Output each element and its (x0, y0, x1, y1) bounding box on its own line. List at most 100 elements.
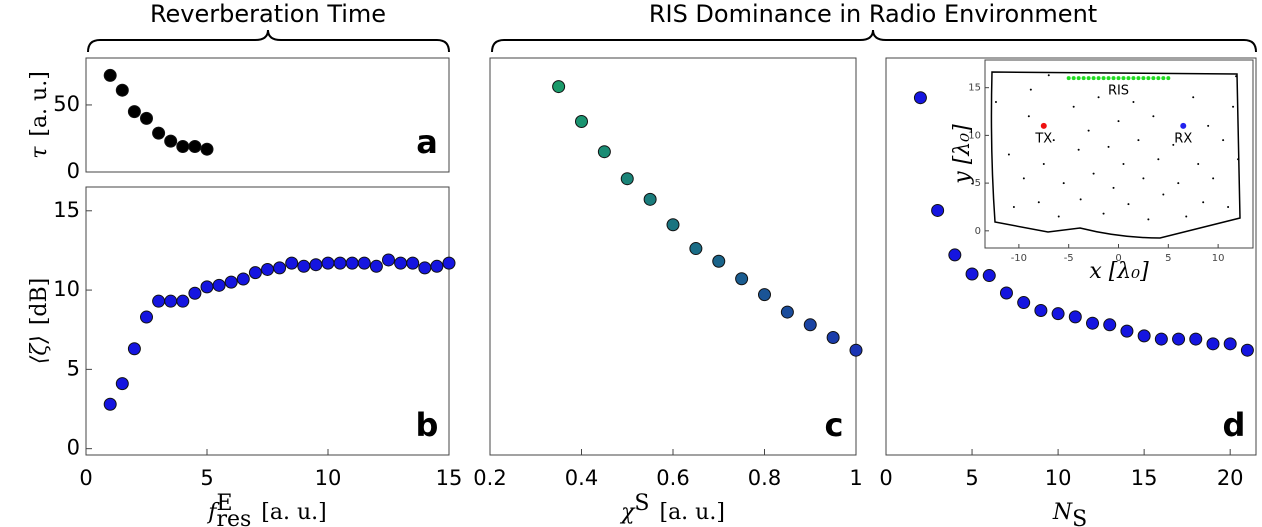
antenna (1111, 76, 1116, 81)
label-unit: [a. u.] (27, 71, 52, 136)
scatterer (1227, 205, 1230, 208)
axis-label: χ S [a. u.] (619, 491, 725, 525)
scatterer (1177, 182, 1180, 185)
y-axis-label: y [λ₀] (950, 124, 975, 185)
point (357, 256, 371, 270)
scatterer (1207, 124, 1210, 127)
scatterer (1062, 182, 1065, 185)
scatterer (1117, 120, 1120, 123)
scatterer (1112, 186, 1115, 189)
scatterer (1012, 205, 1015, 208)
point (248, 266, 262, 280)
point (127, 342, 141, 356)
point (1086, 316, 1100, 330)
room-boundary (990, 71, 1241, 239)
point (442, 256, 456, 270)
scatterer (1097, 96, 1100, 99)
antenna (1126, 76, 1131, 81)
axis-label: ⟨ζ⟩ [dB] (27, 278, 52, 365)
scatterer (1172, 143, 1175, 146)
x-tick-label: 5 (965, 466, 978, 490)
point (140, 310, 153, 324)
plot-frame (85, 57, 450, 173)
plot-frame (489, 57, 857, 456)
point (643, 192, 657, 206)
x-tick-label: 0.4 (565, 466, 598, 490)
scatterer (1152, 115, 1155, 118)
point (1034, 303, 1048, 317)
point (1206, 337, 1220, 351)
scatterer (1102, 212, 1105, 215)
point (1068, 310, 1082, 324)
axis-label: τ [a. u.] (27, 71, 52, 159)
label-base: N (1052, 500, 1073, 525)
point (140, 111, 153, 125)
scatterer (1202, 201, 1205, 204)
point (1017, 296, 1031, 310)
point (689, 242, 703, 256)
antenna (1116, 76, 1121, 81)
scatterer (1107, 145, 1110, 148)
point (261, 262, 274, 276)
antenna (1166, 76, 1171, 81)
brace (491, 29, 1257, 53)
point (1189, 332, 1203, 346)
point (430, 259, 444, 273)
antenna (1066, 76, 1071, 81)
label-sup: S (634, 491, 649, 516)
point (913, 91, 927, 105)
point (1154, 332, 1168, 346)
x-tick-label: 0 (79, 466, 92, 490)
x-tick-label: 0.8 (748, 466, 781, 490)
point (826, 330, 840, 344)
point (758, 288, 771, 302)
point (965, 267, 979, 281)
point (1051, 307, 1065, 321)
scatterer (1132, 100, 1135, 103)
scatterer (1047, 74, 1050, 77)
scatterer (1157, 158, 1160, 161)
antenna (1096, 76, 1101, 81)
scatterer (1007, 153, 1010, 156)
y-tick-label: 15 (53, 198, 80, 222)
point (666, 218, 680, 232)
scatterer (1037, 201, 1040, 204)
antenna (1141, 76, 1146, 81)
point (1240, 343, 1254, 357)
label-unit: [a. u.] (659, 500, 724, 525)
x-tick-label: 0.6 (656, 466, 689, 490)
x-tick-label: 5 (1165, 253, 1171, 264)
scatterer (1027, 115, 1030, 118)
point (948, 248, 962, 262)
antenna (1151, 76, 1156, 81)
y-tick-label: 0 (975, 226, 981, 237)
scatterer (994, 100, 997, 103)
point (1172, 332, 1186, 346)
scatterer (1079, 198, 1082, 201)
scatterer (1077, 148, 1080, 151)
panel-letter: c (825, 406, 844, 444)
point (999, 286, 1013, 300)
point (369, 259, 383, 273)
label-unit: [a. u.] (261, 500, 326, 525)
point (285, 256, 299, 270)
x-axis-label: x [λ₀] (1089, 259, 1149, 284)
panel-letter: d (1223, 406, 1246, 444)
point (164, 134, 178, 148)
scatterer (1197, 163, 1200, 166)
scatterer (1162, 193, 1165, 196)
x-tick-label: 20 (1217, 466, 1244, 490)
point (1137, 329, 1151, 343)
panel-letter: a (416, 123, 438, 161)
point (1103, 318, 1117, 332)
x-tick-label: 10 (1045, 466, 1072, 490)
antenna (1101, 76, 1106, 81)
x-tick-label: 15 (1131, 466, 1158, 490)
x-tick-label: 1 (849, 466, 862, 490)
point (224, 275, 238, 289)
group-title: Reverberation Time (150, 0, 386, 28)
point (575, 115, 588, 129)
x-tick-label: 0 (879, 466, 892, 490)
point (188, 286, 202, 300)
panel-letter: b (416, 406, 439, 444)
